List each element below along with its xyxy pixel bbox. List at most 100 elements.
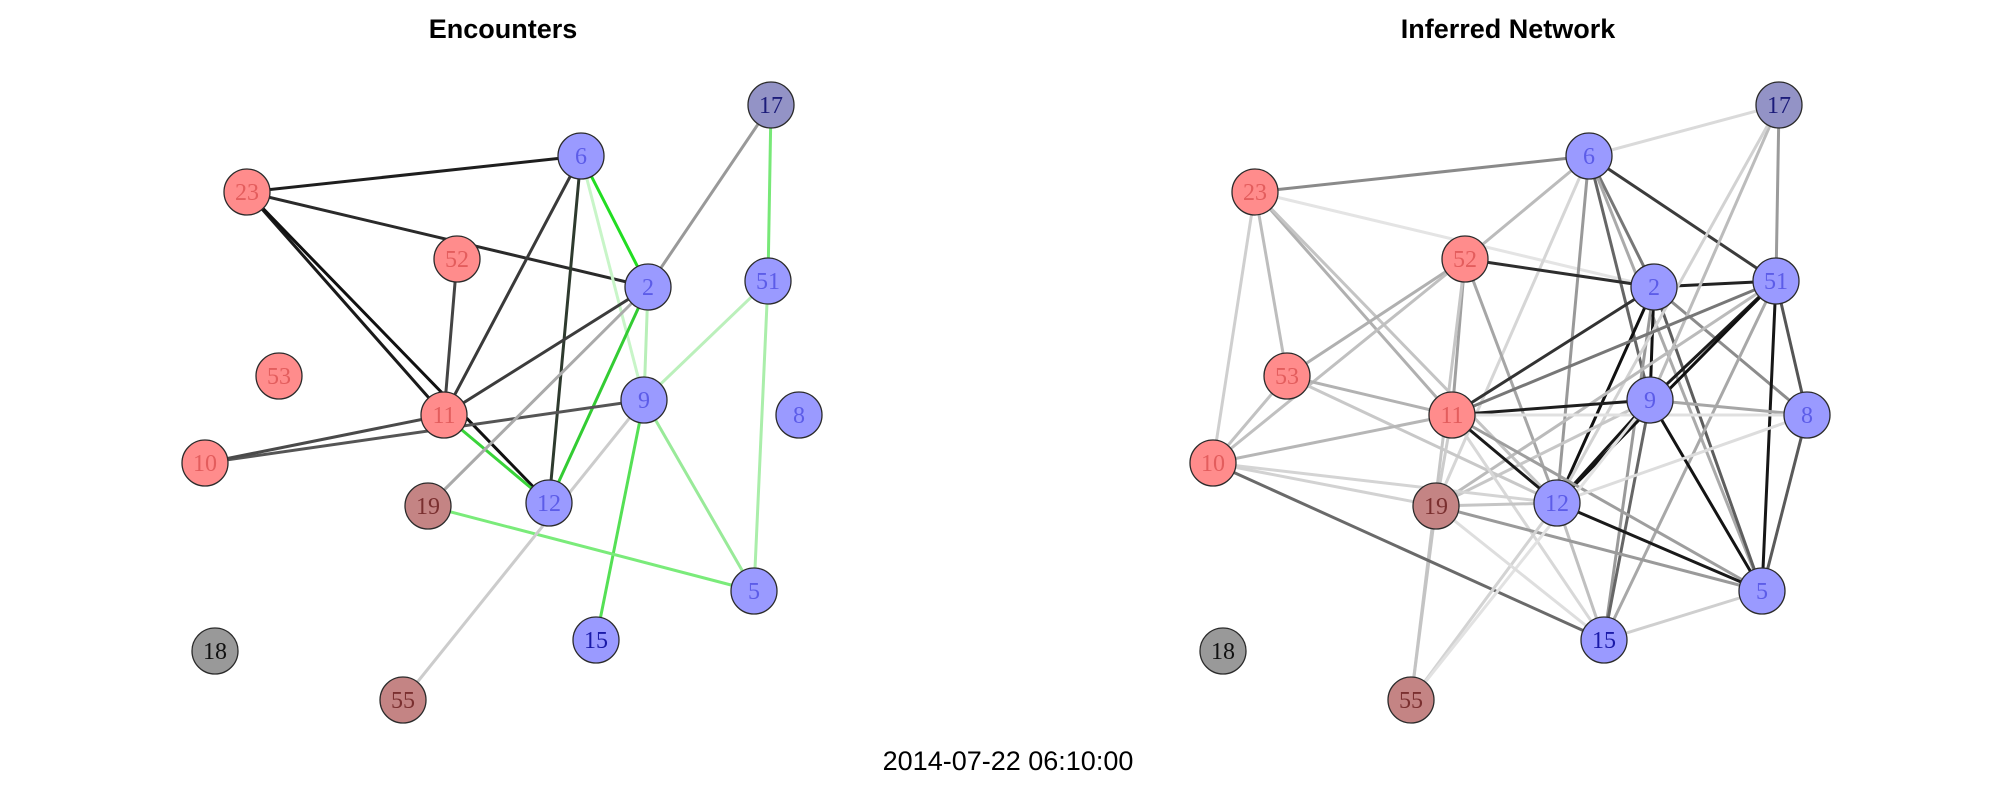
node-label: 17 xyxy=(1767,93,1791,119)
edge-10-15 xyxy=(1211,461,1606,642)
node-11: 11 xyxy=(420,391,468,439)
edge-2-12 xyxy=(547,285,650,505)
node-label: 12 xyxy=(1545,491,1569,517)
edge-23-11 xyxy=(245,190,446,417)
edge-23-10 xyxy=(1211,190,1257,465)
node-circle xyxy=(255,352,303,400)
edge-2-11 xyxy=(442,285,650,417)
node-12: 12 xyxy=(1533,479,1581,527)
edge-2-11 xyxy=(1450,285,1656,417)
edge-6-12 xyxy=(547,154,583,505)
edge-6-17 xyxy=(1587,103,1781,158)
node-circle xyxy=(1533,479,1581,527)
edge-55-9 xyxy=(401,398,646,702)
node-label: 2 xyxy=(642,275,654,301)
node-label: 5 xyxy=(748,579,760,605)
node-label: 10 xyxy=(1201,451,1225,477)
edge-51-5 xyxy=(1760,279,1778,593)
node-label: 52 xyxy=(1453,247,1477,273)
edge-2-8 xyxy=(1652,285,1809,417)
edge-9-15 xyxy=(1602,398,1652,642)
node-label: 15 xyxy=(1592,628,1616,654)
node-circle xyxy=(730,567,778,615)
edge-17-2 xyxy=(646,103,773,289)
node-53: 53 xyxy=(1263,352,1311,400)
node-label: 2 xyxy=(1648,275,1660,301)
node-circle xyxy=(525,479,573,527)
encounter-edges xyxy=(203,103,773,702)
node-label: 8 xyxy=(793,403,805,429)
node-52: 52 xyxy=(433,235,481,283)
edge-55-9 xyxy=(1409,398,1652,702)
node-17: 17 xyxy=(1755,81,1803,129)
node-circle xyxy=(1565,132,1613,180)
edge-53-12 xyxy=(1285,374,1559,505)
node-15: 15 xyxy=(572,616,620,664)
node-label: 6 xyxy=(1583,144,1595,170)
edge-51-15 xyxy=(1602,279,1778,642)
node-label: 5 xyxy=(1756,579,1768,605)
node-circle xyxy=(1263,352,1311,400)
node-circle xyxy=(191,627,239,675)
edge-23-53 xyxy=(1253,190,1289,378)
edge-8-12 xyxy=(1555,413,1809,505)
node-label: 9 xyxy=(1644,388,1656,414)
edge-23-12 xyxy=(1253,190,1559,505)
node-circle xyxy=(624,263,672,311)
node-18: 18 xyxy=(1199,627,1247,675)
edge-52-53 xyxy=(1285,257,1467,378)
node-5: 5 xyxy=(730,567,778,615)
edge-6-19 xyxy=(1434,154,1591,508)
edge-15-5 xyxy=(1602,589,1764,642)
edge-6-12 xyxy=(1555,154,1591,505)
node-19: 19 xyxy=(404,482,452,530)
node-circle xyxy=(744,257,792,305)
edge-17-51 xyxy=(766,103,773,283)
node-circle xyxy=(1626,376,1674,424)
node-circle xyxy=(1231,168,1279,216)
node-11: 11 xyxy=(1428,391,1476,439)
edge-2-5 xyxy=(1652,285,1764,593)
edge-9-19 xyxy=(1434,398,1652,508)
edge-6-2 xyxy=(1587,154,1656,289)
node-6: 6 xyxy=(1565,132,1613,180)
node-circle xyxy=(1387,676,1435,724)
edge-12-15 xyxy=(1555,501,1606,642)
node-label: 19 xyxy=(1424,494,1448,520)
edge-53-11 xyxy=(1285,374,1454,417)
node-label: 17 xyxy=(759,93,783,119)
node-circle xyxy=(1428,391,1476,439)
edge-6-9 xyxy=(1587,154,1652,402)
edge-19-5 xyxy=(1434,504,1764,593)
node-label: 6 xyxy=(575,144,587,170)
node-label: 55 xyxy=(1399,688,1423,714)
node-circle xyxy=(1199,627,1247,675)
panel-title-inferred-network: Inferred Network xyxy=(1401,14,1617,44)
node-circle xyxy=(557,132,605,180)
node-label: 11 xyxy=(1440,403,1463,429)
node-label: 8 xyxy=(1801,403,1813,429)
node-label: 12 xyxy=(537,491,561,517)
edge-11-15 xyxy=(1450,413,1606,642)
inferred-edges xyxy=(1211,103,1809,702)
node-12: 12 xyxy=(525,479,573,527)
edge-8-5 xyxy=(1760,413,1809,593)
node-17: 17 xyxy=(747,81,795,129)
edge-9-11 xyxy=(1450,398,1652,417)
node-53: 53 xyxy=(255,352,303,400)
node-label: 53 xyxy=(1275,364,1299,390)
node-circle xyxy=(181,439,229,487)
node-2: 2 xyxy=(1630,263,1678,311)
node-circle xyxy=(620,376,668,424)
encounters-panel: Encounters 23 52 53 11 10 19 55 18 6 2 9 12 15 5 8 51 17 xyxy=(181,14,823,724)
edge-51-19 xyxy=(1434,279,1778,508)
node-5: 5 xyxy=(1738,567,1786,615)
edge-23-12 xyxy=(245,190,551,505)
node-label: 52 xyxy=(445,247,469,273)
node-circle xyxy=(747,81,795,129)
edge-11-5 xyxy=(1450,413,1764,593)
node-circle xyxy=(1441,235,1489,283)
edge-9-10 xyxy=(203,398,646,465)
node-label: 51 xyxy=(1764,269,1788,295)
